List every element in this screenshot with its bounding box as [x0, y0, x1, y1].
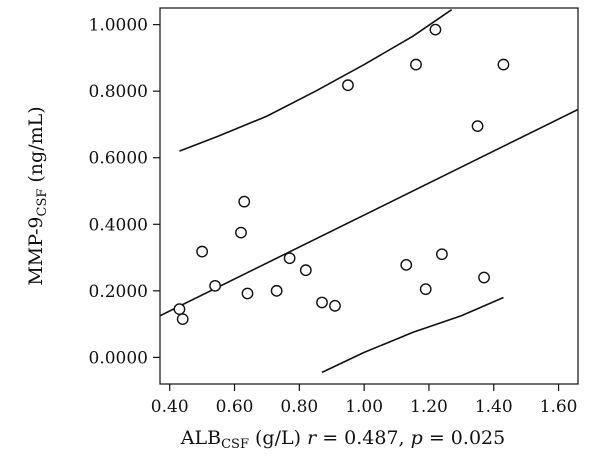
- x-tick-label: 1.20: [410, 397, 448, 417]
- x-tick-label: 1.40: [475, 397, 513, 417]
- data-point: [478, 271, 490, 284]
- x-tick-label: 1.60: [540, 397, 578, 417]
- y-tick-label: 0.2000: [89, 282, 148, 302]
- data-point: [316, 296, 328, 309]
- data-points: [173, 23, 510, 326]
- y-tick-label: 0.6000: [89, 149, 148, 169]
- lower-confidence-band: [321, 296, 504, 374]
- x-tick-label: 0.80: [280, 397, 318, 417]
- data-point: [342, 79, 354, 92]
- y-axis-label: MMP-9CSF (ng/mL): [25, 106, 50, 285]
- x-tick-label: 1.00: [345, 397, 383, 417]
- plot-frame: [159, 7, 579, 385]
- data-point: [299, 264, 312, 277]
- x-axis-label: ALBCSF (g/L) r = 0.487, p = 0.025: [180, 427, 505, 452]
- data-point: [196, 245, 209, 258]
- upper-confidence-band: [179, 9, 453, 152]
- fit-line: [160, 108, 578, 317]
- y-tick-label: 0.8000: [89, 82, 148, 102]
- data-point: [497, 58, 510, 71]
- data-point: [270, 284, 283, 297]
- x-tick-label: 0.60: [216, 397, 254, 417]
- data-point: [471, 120, 484, 133]
- data-point: [329, 299, 341, 312]
- x-tick-label: 0.40: [151, 397, 189, 417]
- data-point: [436, 248, 448, 261]
- y-axis-ticks: 0.0000 0.2000 0.4000 0.6000 0.8000 1.0000: [89, 16, 160, 368]
- data-point: [173, 303, 186, 316]
- data-point: [410, 58, 422, 71]
- data-point: [283, 252, 296, 265]
- regression-lines: [160, 9, 578, 374]
- y-tick-label: 1.0000: [89, 16, 148, 36]
- data-point: [238, 195, 251, 208]
- y-tick-label: 0.4000: [89, 215, 148, 235]
- data-point: [429, 23, 442, 36]
- x-axis-ticks: 0.40 0.60 0.80 1.00 1.20 1.40 1.60: [151, 384, 578, 417]
- data-point: [419, 283, 432, 296]
- data-point: [400, 258, 413, 271]
- data-point: [241, 287, 254, 300]
- data-point: [176, 313, 189, 326]
- data-point: [235, 226, 247, 239]
- y-tick-label: 0.0000: [89, 348, 148, 368]
- data-point: [209, 279, 221, 292]
